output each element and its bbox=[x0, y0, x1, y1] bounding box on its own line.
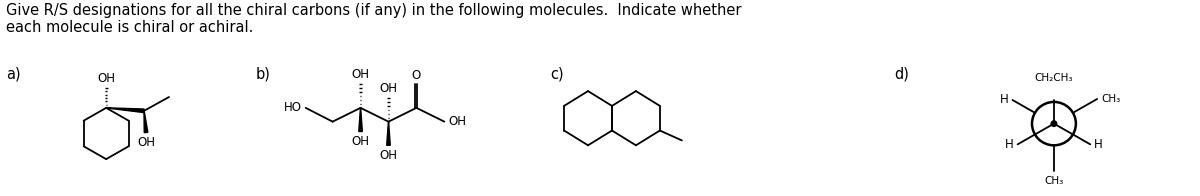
Text: c): c) bbox=[550, 66, 564, 82]
Text: H: H bbox=[1004, 138, 1014, 151]
Polygon shape bbox=[106, 108, 144, 113]
Text: CH₂CH₃: CH₂CH₃ bbox=[1034, 73, 1073, 83]
Text: b): b) bbox=[256, 66, 271, 82]
Text: OH: OH bbox=[97, 72, 115, 85]
Text: CH₃: CH₃ bbox=[1102, 94, 1121, 104]
Circle shape bbox=[1051, 121, 1057, 126]
Text: d): d) bbox=[894, 66, 910, 82]
Text: each molecule is chiral or achiral.: each molecule is chiral or achiral. bbox=[6, 20, 253, 35]
Text: H: H bbox=[1094, 138, 1103, 151]
Text: OH: OH bbox=[449, 115, 467, 128]
Text: Give R/S designations for all the chiral carbons (if any) in the following molec: Give R/S designations for all the chiral… bbox=[6, 3, 742, 18]
Polygon shape bbox=[386, 122, 390, 145]
Text: OH: OH bbox=[352, 68, 370, 81]
Polygon shape bbox=[359, 108, 362, 132]
Text: HO: HO bbox=[283, 101, 301, 114]
Text: OH: OH bbox=[379, 149, 397, 162]
Polygon shape bbox=[144, 111, 148, 133]
Text: O: O bbox=[412, 69, 421, 82]
Text: OH: OH bbox=[379, 82, 397, 95]
Text: a): a) bbox=[6, 66, 22, 82]
Text: OH: OH bbox=[352, 135, 370, 148]
Text: H: H bbox=[1000, 93, 1008, 106]
Text: OH: OH bbox=[137, 136, 155, 149]
Text: CH₃: CH₃ bbox=[1044, 176, 1063, 186]
